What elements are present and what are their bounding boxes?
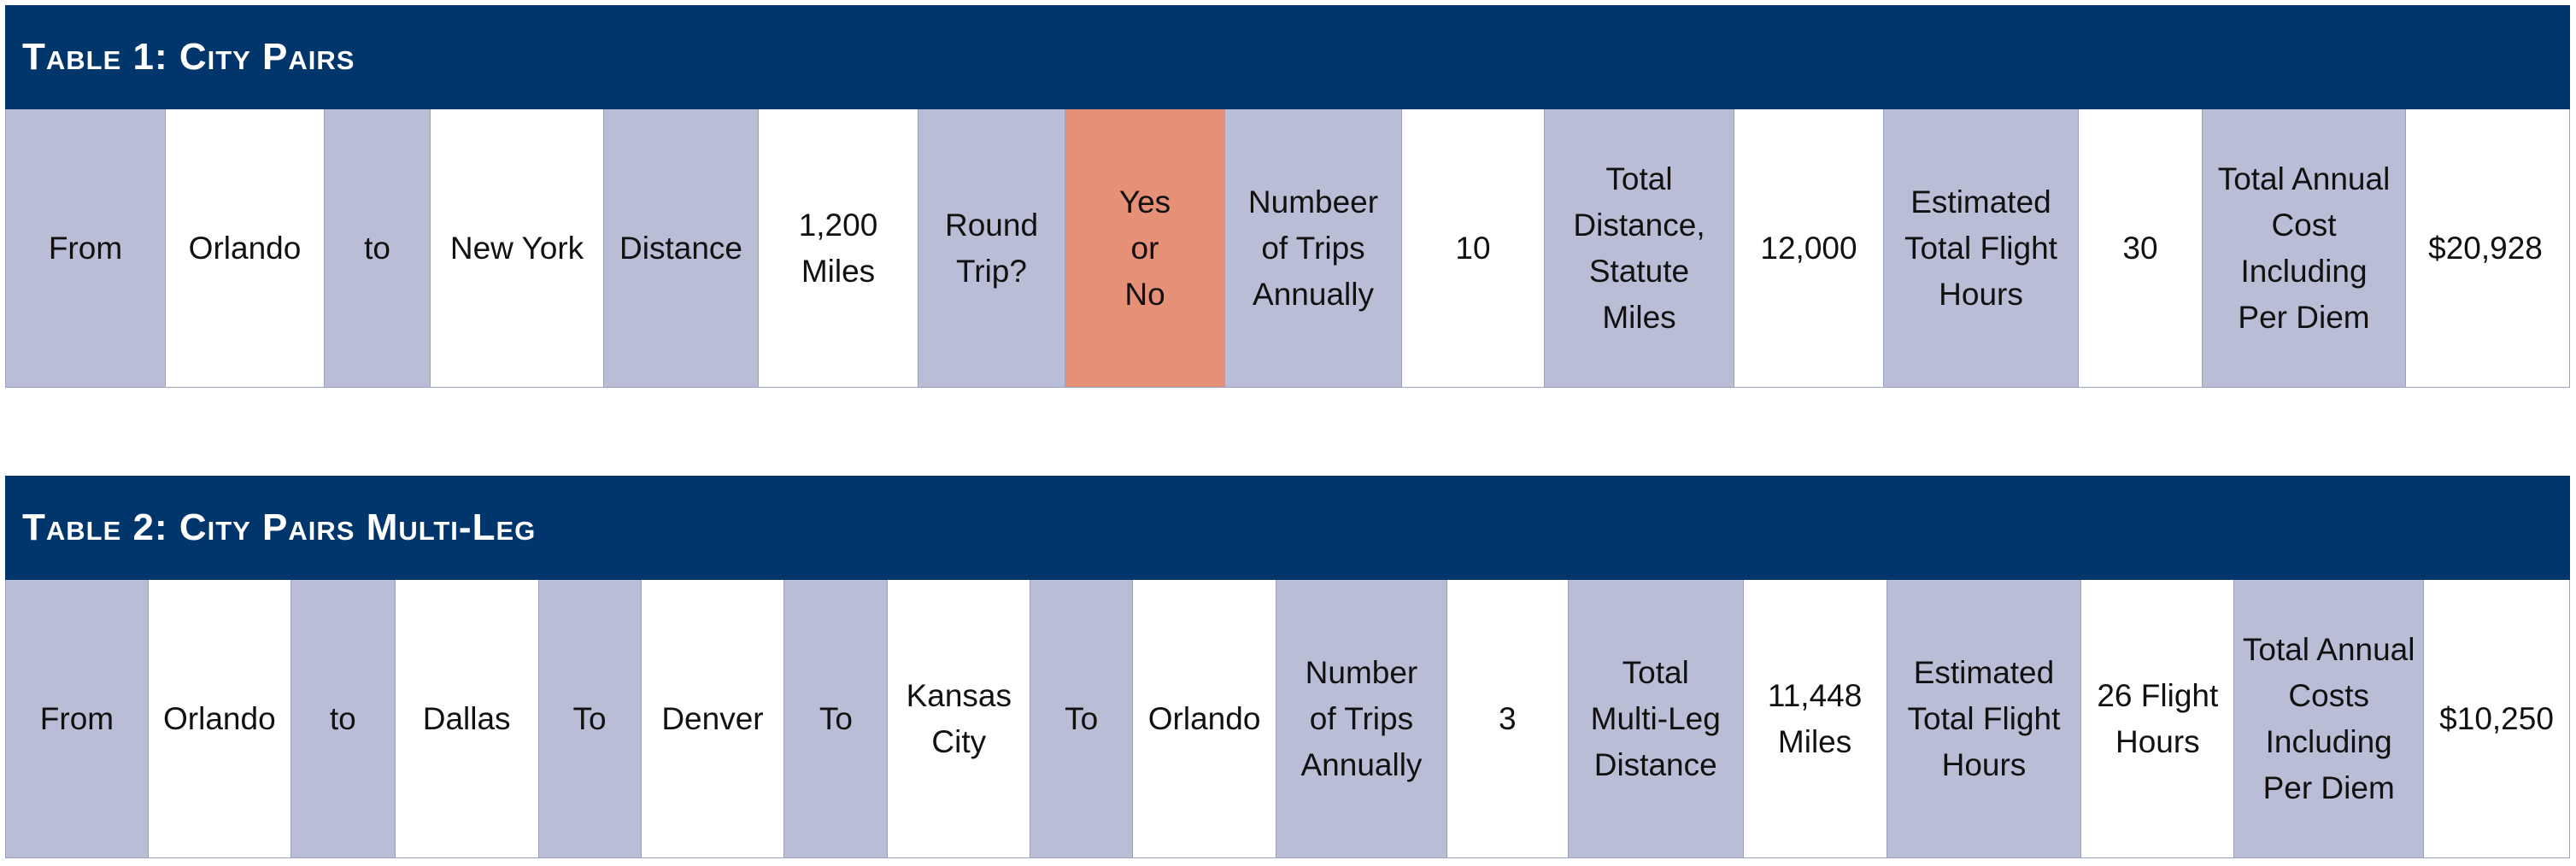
multi-leg-distance-label: Total Multi-Leg Distance <box>1568 580 1744 857</box>
total-distance-value: 12,000 <box>1734 109 1884 387</box>
trips-annually-label: Numbeer of Trips Annually <box>1225 109 1402 387</box>
from-label: From <box>6 580 149 857</box>
table-1-row: From Orlando to New York Distance 1,200 … <box>5 109 2570 388</box>
table-1-title: Table 1: City Pairs <box>5 5 2570 109</box>
to-label: to <box>290 580 396 857</box>
round-trip-choice-cell: Yes or No <box>1065 109 1225 387</box>
flight-hours-value: 26 Flight Hours <box>2081 580 2235 857</box>
annual-cost-value: $20,928 <box>2406 109 2565 387</box>
trips-annually-value: 10 <box>1402 109 1545 387</box>
annual-cost-label: Total Annual Cost Including Per Diem <box>2203 109 2406 387</box>
to-label: To <box>1030 580 1134 857</box>
trips-annually-label: Number of Trips Annually <box>1276 580 1447 857</box>
distance-value: 1,200 Miles <box>759 109 918 387</box>
table-2-title: Table 2: City Pairs Multi-Leg <box>5 476 2570 580</box>
return-city-cell: Orlando <box>1133 580 1277 857</box>
flight-hours-label: Estimated Total Flight Hours <box>1884 109 2079 387</box>
annual-costs-label: Total Annual Costs Including Per Diem <box>2234 580 2425 857</box>
flight-hours-value: 30 <box>2079 109 2203 387</box>
leg-2-city-cell: Denver <box>641 580 785 857</box>
table-2: Table 2: City Pairs Multi-Leg From Orlan… <box>5 476 2570 858</box>
to-label: To <box>538 580 642 857</box>
leg-3-city-cell: Kansas City <box>888 580 1031 857</box>
round-trip-label: Round Trip? <box>918 109 1065 387</box>
distance-label: Distance <box>604 109 759 387</box>
trips-annually-value: 3 <box>1446 580 1569 857</box>
from-label: From <box>6 109 166 387</box>
to-label: To <box>784 580 889 857</box>
flight-hours-label: Estimated Total Flight Hours <box>1887 580 2082 857</box>
multi-leg-distance-value: 11,448 Miles <box>1743 580 1887 857</box>
table-2-row: From Orlando to Dallas To Denver To Kans… <box>5 580 2570 858</box>
leg-1-city-cell: Dallas <box>395 580 539 857</box>
destination-city-cell: New York <box>431 109 604 387</box>
table-1: Table 1: City Pairs From Orlando to New … <box>5 5 2570 388</box>
annual-costs-value: $10,250 <box>2424 580 2569 857</box>
to-label: to <box>325 109 431 387</box>
total-distance-label: Total Distance, Statute Miles <box>1545 109 1734 387</box>
origin-city-cell: Orlando <box>148 580 291 857</box>
origin-city-cell: Orlando <box>166 109 325 387</box>
